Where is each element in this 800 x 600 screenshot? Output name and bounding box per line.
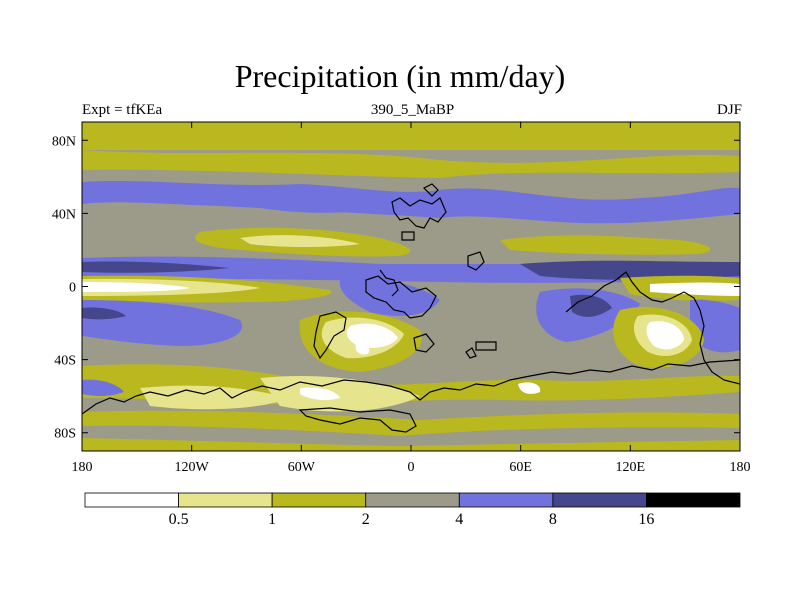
band-itcz-dark-east [520,260,740,280]
x-tick-label: 0 [408,460,415,475]
y-tick-label: 80N [52,134,76,149]
colorbar-swatch [552,492,647,508]
nh-storm-tongue [250,193,360,213]
coastline-north-africa-europe [391,197,447,229]
x-tick-label: 180 [72,460,93,475]
coastline-south-america [313,311,347,360]
colorbar-label: 4 [455,511,463,528]
band-sh-pacific-blue [82,300,242,346]
colorbar-swatch [365,492,460,508]
y-tick-label: 40N [52,207,76,222]
period-label: 390_5_MaBP [370,102,455,118]
pale-nh-subtropics [240,235,360,247]
coastline-africa [365,275,437,319]
colorbar: 0.5 1 2 4 8 16 [84,492,741,528]
band-equatorial-dry-east [650,282,740,296]
x-tick-label: 180 [730,460,751,475]
band-arctic-wave [82,150,740,178]
colorbar-label: 0.5 [169,511,189,528]
band-itcz-dark-west [82,261,230,273]
precipitation-field [82,122,740,451]
x-tick-label: 120W [175,460,210,475]
coastline-australia [565,271,740,385]
x-tick-label: 120E [616,460,646,475]
sh-dry-white-atlantic [346,323,398,348]
season-label: DJF [716,102,742,118]
colorbar-label: 2 [362,511,370,528]
colorbar-label: 8 [549,511,557,528]
band-antarctic-blue-edge [82,379,124,396]
band-sh-pale-west [140,385,290,410]
coastline-iberia [401,231,415,241]
coastline-central-america [379,269,399,297]
x-tick-label: 60W [288,460,316,475]
page-title: Precipitation (in mm/day) [234,58,566,94]
coastline-indian-ocean-block [475,341,497,351]
x-axis: 180 120W 60W 0 60E 120E 180 [72,122,751,475]
coastline-arabia [467,251,485,271]
colorbar-swatch [646,492,741,508]
colorbar-swatch [271,492,367,508]
sh-white-patch-2 [518,382,541,394]
sh-pacific-dark [82,307,126,320]
sh-white-patch-1 [300,387,340,401]
colorbar-swatch [178,492,273,508]
colorbar-swatch [84,492,179,508]
band-nh-subtropics-east [500,235,711,255]
coastline-antarctica [82,359,740,415]
sh-dry-white-pacific [646,321,684,350]
colorbar-swatch [458,492,554,508]
band-nh-storm-track [82,181,740,224]
band-sh-atlantic-blue [339,278,440,316]
y-axis: 80N 40N 0 40S 80S [52,134,740,442]
x-tick-label: 60E [509,460,532,475]
coastline-pacific-island [465,347,477,359]
band-equatorial-dry-west [82,282,190,292]
experiment-label: Expt = tfKEa [82,102,163,118]
coastline-south-africa [413,333,435,353]
coastline-greenland-arctic [422,183,439,197]
y-tick-label: 40S [54,354,76,369]
colorbar-label: 1 [268,511,276,528]
sh-white-patch-3 [355,343,370,355]
coastlines [82,183,740,433]
colorbar-label: 16 [638,511,654,528]
y-tick-label: 0 [69,281,76,296]
coastline-antarctic-peninsula [298,407,417,433]
y-tick-label: 80S [54,427,76,442]
band-antarctic-gray [82,425,740,446]
